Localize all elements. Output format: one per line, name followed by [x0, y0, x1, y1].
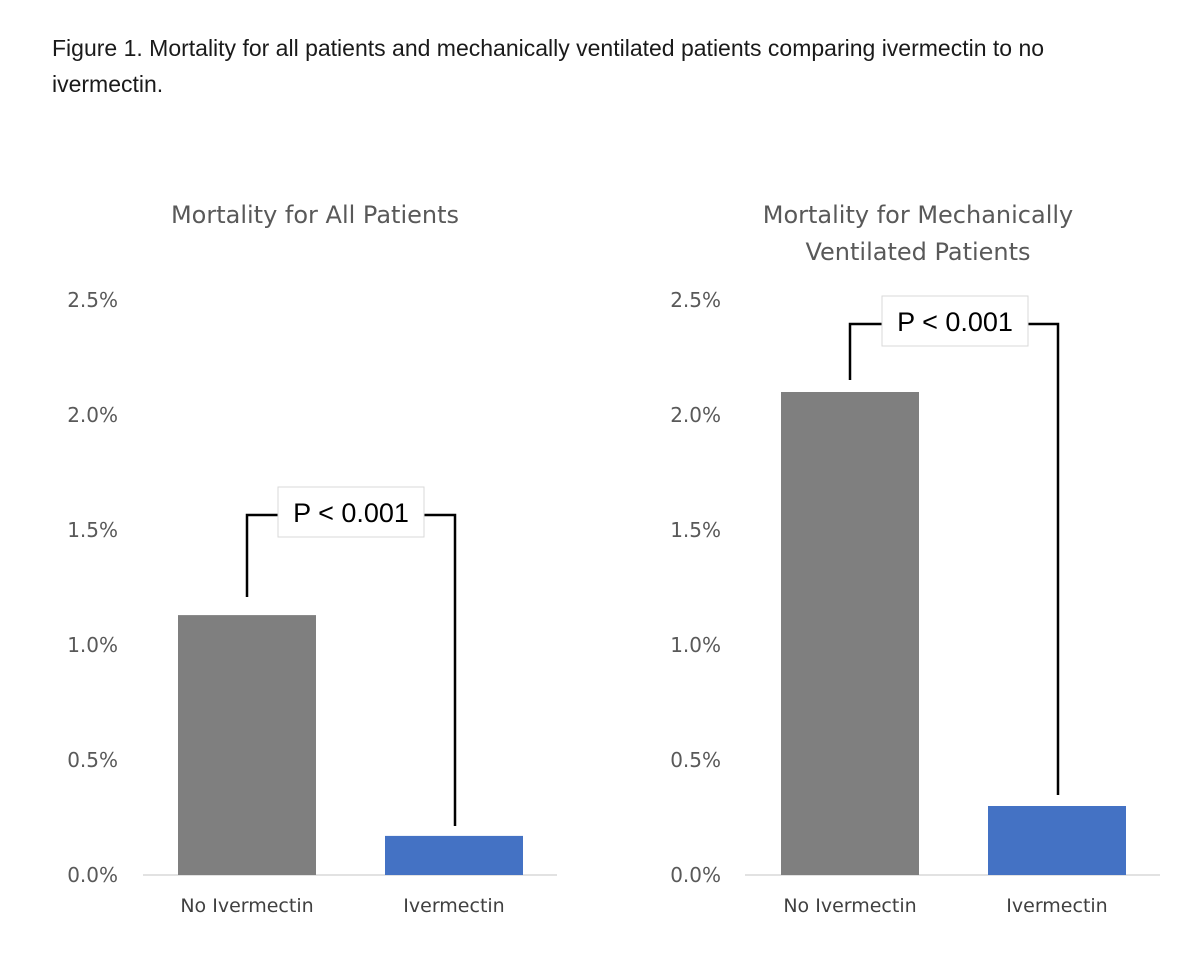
chart-title: Ventilated Patients — [805, 238, 1030, 266]
p-value-box — [277, 486, 425, 538]
y-tick-label: 2.0% — [670, 403, 721, 427]
p-value-label: P < 0.001 — [897, 307, 1013, 337]
x-category-label: Ivermectin — [403, 895, 504, 917]
y-tick-label: 2.0% — [67, 403, 118, 427]
y-tick-label: 2.5% — [67, 288, 118, 312]
x-category-label: Ivermectin — [1006, 895, 1107, 917]
y-tick-label: 0.5% — [67, 748, 118, 772]
bar-ivermectin — [988, 806, 1126, 875]
y-tick-label: 0.5% — [670, 748, 721, 772]
figure-label: Figure 1. — [52, 35, 143, 61]
y-tick-label: 1.5% — [670, 518, 721, 542]
bar-ivermectin — [385, 835, 523, 875]
bar-no-ivermectin — [178, 615, 316, 875]
chart-title: Mortality for Mechanically — [763, 201, 1074, 229]
y-tick-label: 0.0% — [67, 863, 118, 887]
y-tick-label: 1.5% — [67, 518, 118, 542]
figure-caption: Figure 1. Mortality for all patients and… — [52, 30, 1142, 102]
bar-no-ivermectin — [781, 392, 919, 875]
chart-2: Mortality for Mechanically Ventilated Pat… — [670, 201, 1160, 917]
y-tick-label: 1.0% — [67, 633, 118, 657]
p-value-label: P < 0.001 — [293, 498, 409, 528]
chart-1: Mortality for All Patients 0.0% 0.5% 1.0% 1.… — [67, 201, 557, 917]
y-tick-label: 2.5% — [670, 288, 721, 312]
y-tick-label: 0.0% — [670, 863, 721, 887]
figure-caption-text: Mortality for all patients and mechanica… — [52, 35, 1045, 97]
x-category-label: No Ivermectin — [180, 895, 313, 917]
y-tick-label: 1.0% — [670, 633, 721, 657]
x-category-label: No Ivermectin — [783, 895, 916, 917]
p-value-box — [881, 295, 1029, 347]
chart-title: Mortality for All Patients — [171, 201, 459, 229]
